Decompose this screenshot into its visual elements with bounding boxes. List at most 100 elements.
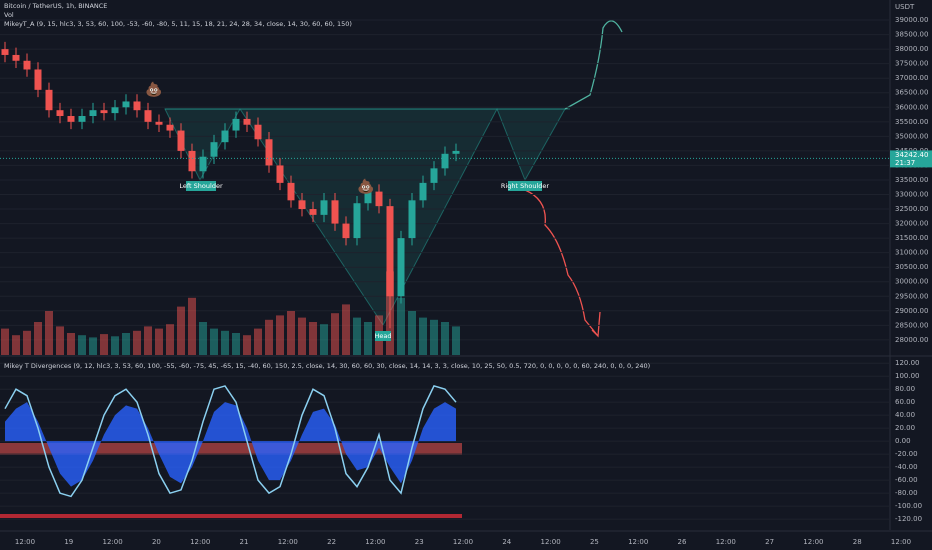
candle-body [309, 209, 317, 215]
y-tick-label: 37000.00 [895, 74, 928, 82]
candle-body [408, 200, 416, 239]
y-tick-label: 39000.00 [895, 16, 928, 24]
candle-body [397, 238, 405, 297]
y-tick-label: 35500.00 [895, 118, 928, 126]
candle-body [1, 49, 9, 55]
volume-bar [430, 319, 438, 355]
volume-bar [89, 337, 97, 355]
volume-bar [320, 324, 328, 355]
oscillator-line [4, 385, 457, 498]
candle-body [67, 116, 75, 122]
volume-bar [34, 322, 42, 355]
candle-body [375, 191, 383, 207]
y-tick-label: 33000.00 [895, 191, 928, 199]
y-tick-label: -40.00 [895, 463, 918, 471]
volume-title: Vol [4, 11, 14, 19]
candle-body [133, 101, 141, 111]
candle-body [353, 203, 361, 239]
candle-body [144, 110, 152, 122]
y-tick-label: 31000.00 [895, 249, 928, 257]
emoji: 💩 [145, 81, 162, 98]
volume-bar [232, 333, 240, 355]
oscillator-title: Mikey T Divergences (9, 12, hlc3, 3, 53,… [4, 362, 650, 370]
candle-body [452, 150, 460, 154]
volume-bar [67, 333, 75, 355]
candle-body [287, 182, 295, 201]
volume-bar [111, 336, 119, 355]
y-tick-label: 30500.00 [895, 263, 928, 271]
y-tick-label: 32000.00 [895, 220, 928, 228]
candle-body [89, 110, 97, 117]
volume-bar [342, 304, 350, 355]
y-tick-label: 29500.00 [895, 292, 928, 300]
x-tick-label: 12:00 [103, 538, 123, 546]
y-tick-label: 36000.00 [895, 103, 928, 111]
x-tick-label: 12:00 [541, 538, 561, 546]
projection-down [524, 189, 601, 338]
candle-body [254, 124, 262, 140]
y-tick-label: -80.00 [895, 489, 918, 497]
volume-bar [353, 317, 361, 355]
x-tick-label: 25 [590, 538, 599, 546]
x-tick-label: 24 [502, 538, 511, 546]
candle-body [331, 200, 339, 224]
candle-body [12, 54, 20, 61]
x-tick-label: 12:00 [628, 538, 648, 546]
volume-bar [45, 311, 53, 355]
x-tick-label: 28 [853, 538, 862, 546]
volume-bar [122, 333, 130, 355]
y-tick-label: 80.00 [895, 385, 915, 393]
pattern-shape [164, 107, 566, 326]
volume-bar [177, 306, 185, 355]
left-shoulder-label: Left Shoulder [179, 182, 223, 190]
candle-body [166, 124, 174, 131]
y-tick-label: 0.00 [895, 437, 911, 445]
x-tick-label: 12:00 [278, 538, 298, 546]
x-tick-label: 22 [327, 538, 336, 546]
label-bg [375, 331, 391, 341]
volume-bar [254, 328, 262, 355]
candle-body [342, 223, 350, 239]
y-tick-label: 40.00 [895, 411, 915, 419]
candle-body [45, 89, 53, 111]
y-tick-label: 36500.00 [895, 89, 928, 97]
volume-bar [144, 326, 152, 355]
y-tick-label: 37500.00 [895, 60, 928, 68]
bottom-band [0, 514, 462, 518]
chart-title: Bitcoin / TetherUS, 1h, BINANCE [4, 2, 107, 10]
x-tick-label: 12:00 [716, 538, 736, 546]
x-tick-label: 23 [415, 538, 424, 546]
y-tick-label: 32500.00 [895, 205, 928, 213]
y-tick-label: -60.00 [895, 476, 918, 484]
volume-bar [452, 326, 460, 355]
y-tick-label: 33500.00 [895, 176, 928, 184]
volume-bar [12, 335, 20, 355]
currency: USDT [895, 3, 915, 11]
candle-body [386, 206, 394, 297]
projection-up [564, 20, 623, 110]
oscillator-area [5, 402, 456, 487]
y-tick-label: 35000.00 [895, 132, 928, 140]
candle-body [430, 168, 438, 183]
volume-bar [441, 322, 449, 355]
x-tick-label: 12:00 [365, 538, 385, 546]
indicator-title: MikeyT_A (9, 15, hlc3, 3, 53, 60, 100, -… [4, 20, 352, 28]
head-label: Head [375, 332, 392, 340]
y-tick-label: 38000.00 [895, 45, 928, 53]
volume-bar [419, 317, 427, 355]
volume-bar [23, 330, 31, 355]
y-tick-label: 28000.00 [895, 336, 928, 344]
candle-body [243, 118, 251, 125]
candle-body [419, 182, 427, 201]
candle-body [199, 156, 207, 172]
volume-bar [276, 315, 284, 355]
candle-body [232, 118, 240, 131]
volume-bar [100, 334, 108, 355]
x-tick-label: 12:00 [190, 538, 210, 546]
volume-bar [1, 328, 9, 355]
volume-bar [298, 317, 306, 355]
y-tick-label: 29000.00 [895, 307, 928, 315]
y-tick-label: 120.00 [895, 359, 920, 367]
candle-body [441, 153, 449, 169]
